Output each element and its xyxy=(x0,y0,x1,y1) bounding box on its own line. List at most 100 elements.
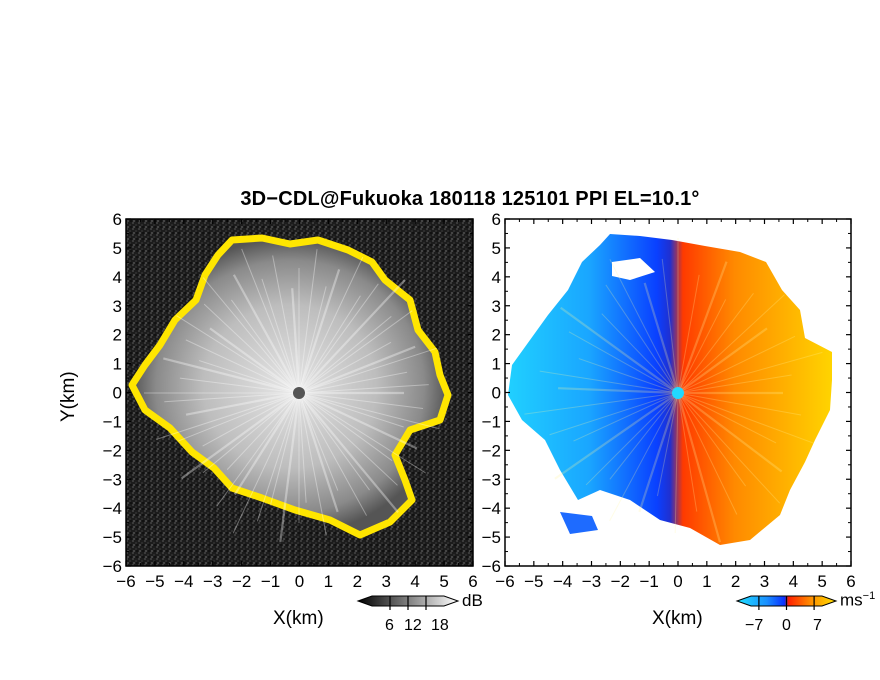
radial-streak xyxy=(261,278,300,394)
velocity-ytick-label: −1 xyxy=(482,412,501,431)
radial-streak xyxy=(231,299,300,394)
radial-streak xyxy=(677,392,802,416)
radial-streak xyxy=(558,387,679,395)
velocity-cb-tick-2: 7 xyxy=(813,617,822,634)
reflectivity-xtick-label: 5 xyxy=(439,572,448,591)
radial-streak xyxy=(677,392,777,444)
velocity-isolated-echo xyxy=(560,512,598,534)
velocity-xtick-label: −4 xyxy=(553,572,572,591)
radial-streak xyxy=(298,392,404,428)
radial-streak xyxy=(677,374,792,394)
reflectivity-colorbar xyxy=(356,595,460,610)
reflectivity-ytick-label: −1 xyxy=(103,412,122,431)
velocity-radial-streaks xyxy=(524,238,823,543)
radial-streak xyxy=(203,303,300,394)
velocity-ytick-label: 1 xyxy=(492,355,501,374)
radial-streak xyxy=(298,384,429,394)
velocity-xtick-label: −2 xyxy=(611,572,630,591)
radial-streak xyxy=(163,357,300,395)
radial-streak xyxy=(209,327,300,394)
reflectivity-xtick-label: −6 xyxy=(116,572,135,591)
radial-streak xyxy=(298,279,406,394)
velocity-ytick-label: 0 xyxy=(492,384,501,403)
radial-streak xyxy=(298,315,392,394)
radial-streak xyxy=(298,392,370,491)
reflectivity-ylabel: Y(km) xyxy=(58,371,79,422)
radial-streak xyxy=(241,248,300,394)
reflectivity-xtick-label: 3 xyxy=(382,572,391,591)
reflectivity-ytick-label: 2 xyxy=(113,326,122,345)
reflectivity-ytick-label: 4 xyxy=(113,268,122,287)
reflectivity-ytick-label: −4 xyxy=(103,499,122,518)
velocity-xtick-label: 2 xyxy=(731,572,740,591)
radial-streak xyxy=(677,392,815,444)
reflectivity-cb-tick-2: 18 xyxy=(431,617,449,634)
velocity-colorbar xyxy=(735,595,838,610)
reflectivity-ytick-label: 6 xyxy=(113,210,122,229)
reflectivity-ytick-label: 1 xyxy=(113,355,122,374)
reflectivity-ytick-label: −5 xyxy=(103,528,122,547)
radial-streak xyxy=(677,327,768,394)
velocity-xtick-label: 4 xyxy=(789,572,798,591)
radial-streak xyxy=(549,392,679,436)
velocity-gap xyxy=(612,258,655,280)
velocity-ytick-label: 2 xyxy=(492,326,501,345)
radial-streak xyxy=(560,306,679,394)
velocity-ytick-label: −2 xyxy=(482,441,501,460)
reflectivity-ytick-label: −3 xyxy=(103,470,122,489)
reflectivity-xtick-label: −1 xyxy=(261,572,280,591)
radial-streak xyxy=(298,249,318,394)
radial-streak xyxy=(568,331,679,394)
reflectivity-ytick-label: −2 xyxy=(103,441,122,460)
velocity-cb-tick-0: −7 xyxy=(745,617,764,634)
radial-streak xyxy=(272,255,300,394)
velocity-ytick-label: −4 xyxy=(482,499,501,518)
velocity-site-marker xyxy=(672,387,684,399)
radial-streak xyxy=(609,392,679,480)
radial-streak xyxy=(524,392,679,415)
radial-streak xyxy=(298,295,361,394)
radial-streak xyxy=(256,392,300,522)
velocity-xtick-label: 0 xyxy=(673,572,682,591)
radial-streak xyxy=(185,339,300,394)
reflectivity-ytick-label: 5 xyxy=(113,239,122,258)
radial-streak xyxy=(298,392,440,430)
velocity-cb-tick-1: 0 xyxy=(782,617,791,634)
reflectivity-xtick-label: −5 xyxy=(145,572,164,591)
reflectivity-echo-area xyxy=(128,234,452,539)
radial-streak xyxy=(677,299,727,394)
radial-streak xyxy=(298,286,327,394)
radial-streak xyxy=(298,392,393,461)
radial-streak xyxy=(677,274,700,394)
radial-streak xyxy=(279,392,301,542)
radial-streak xyxy=(233,392,300,496)
radial-streak xyxy=(298,392,424,410)
radial-streak xyxy=(181,392,300,480)
velocity-ytick-label: 3 xyxy=(492,297,501,316)
velocity-ytick-label: −6 xyxy=(482,557,501,576)
velocity-xtick-label: −1 xyxy=(639,572,658,591)
radial-streak xyxy=(298,341,392,394)
radial-streak xyxy=(298,310,413,394)
radial-streak xyxy=(677,335,796,394)
radial-streak xyxy=(609,259,679,394)
reflectivity-xtick-label: 1 xyxy=(324,572,333,591)
reflectivity-xtick-label: 6 xyxy=(468,572,477,591)
radial-streak xyxy=(298,257,364,394)
radial-streak xyxy=(677,294,785,394)
radial-streak xyxy=(661,258,679,394)
radial-streak xyxy=(643,282,680,394)
reflectivity-colorbar-unit: dB xyxy=(462,591,483,610)
radial-streak xyxy=(202,277,300,394)
radial-streak xyxy=(202,392,300,474)
radial-streak xyxy=(573,392,679,442)
radial-streak xyxy=(578,358,679,394)
reflectivity-cb-tick-0: 6 xyxy=(385,617,394,634)
radial-streak xyxy=(232,392,300,534)
radial-streak xyxy=(676,261,728,394)
radial-streak xyxy=(585,392,679,486)
reflectivity-ytick-label: −6 xyxy=(103,557,122,576)
